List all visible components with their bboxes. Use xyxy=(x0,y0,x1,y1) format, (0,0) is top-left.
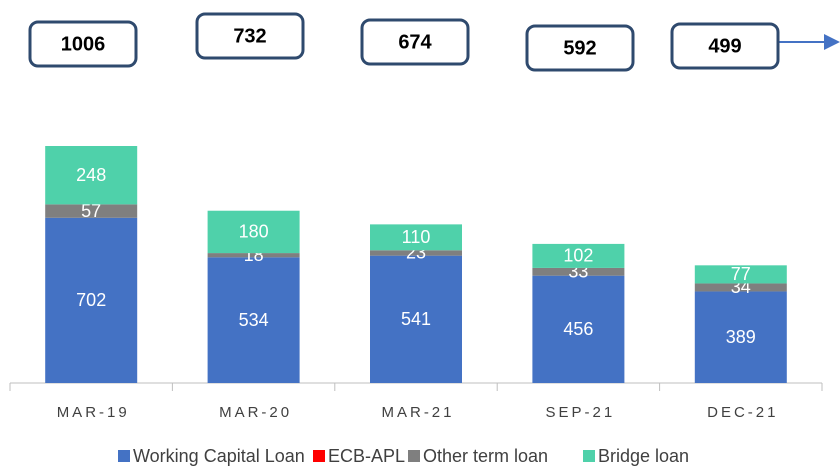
total-label: 499 xyxy=(708,35,741,57)
bar-segment xyxy=(207,210,300,254)
value-label: 102 xyxy=(563,246,593,266)
value-label: 456 xyxy=(563,319,593,339)
value-label: 534 xyxy=(239,310,269,330)
bar-segment xyxy=(370,255,462,383)
total-label: 732 xyxy=(233,25,266,47)
legend-swatch xyxy=(313,450,325,462)
value-label: 77 xyxy=(731,264,751,284)
bar-segment xyxy=(532,243,625,268)
total-box xyxy=(670,22,780,70)
bar-segment xyxy=(45,204,138,218)
legend-label: Working Capital Loan xyxy=(133,446,305,466)
x-tick-label: DEC-21 xyxy=(707,404,778,421)
value-label: 541 xyxy=(401,309,431,329)
legend-swatch xyxy=(408,450,420,462)
value-label: 57 xyxy=(81,201,101,221)
bar-segment xyxy=(207,253,300,258)
bar-segment xyxy=(532,267,625,276)
bar-segment xyxy=(370,250,462,256)
total-box xyxy=(195,12,305,60)
legend-swatch xyxy=(583,450,595,462)
x-tick-label: MAR-20 xyxy=(219,404,292,421)
legend-label: Bridge loan xyxy=(598,446,689,466)
x-tick-label: MAR-19 xyxy=(57,404,130,421)
total-box xyxy=(28,20,138,68)
x-tick-label: SEP-21 xyxy=(546,404,616,421)
bar-segment xyxy=(694,291,787,383)
total-label: 1006 xyxy=(61,33,106,55)
legend-label: Other term loan xyxy=(423,446,548,466)
bar-segment xyxy=(45,217,138,383)
bar-segment xyxy=(694,265,787,284)
legend-label: ECB-APL xyxy=(328,446,405,466)
bar-segment xyxy=(370,224,462,251)
total-box xyxy=(525,24,635,72)
bar-segment xyxy=(532,275,625,383)
value-label: 248 xyxy=(76,165,106,185)
bar-segment xyxy=(45,146,138,205)
value-label: 110 xyxy=(402,227,431,247)
value-label: 389 xyxy=(726,327,756,347)
bar-segment xyxy=(694,283,787,292)
total-label: 592 xyxy=(563,37,596,59)
value-label: 702 xyxy=(76,290,106,310)
value-label: 180 xyxy=(239,222,269,242)
x-tick-label: MAR-21 xyxy=(381,404,454,421)
bar-segment xyxy=(207,257,300,383)
total-label: 674 xyxy=(398,31,432,53)
total-box xyxy=(360,18,470,66)
legend-swatch xyxy=(118,450,130,462)
